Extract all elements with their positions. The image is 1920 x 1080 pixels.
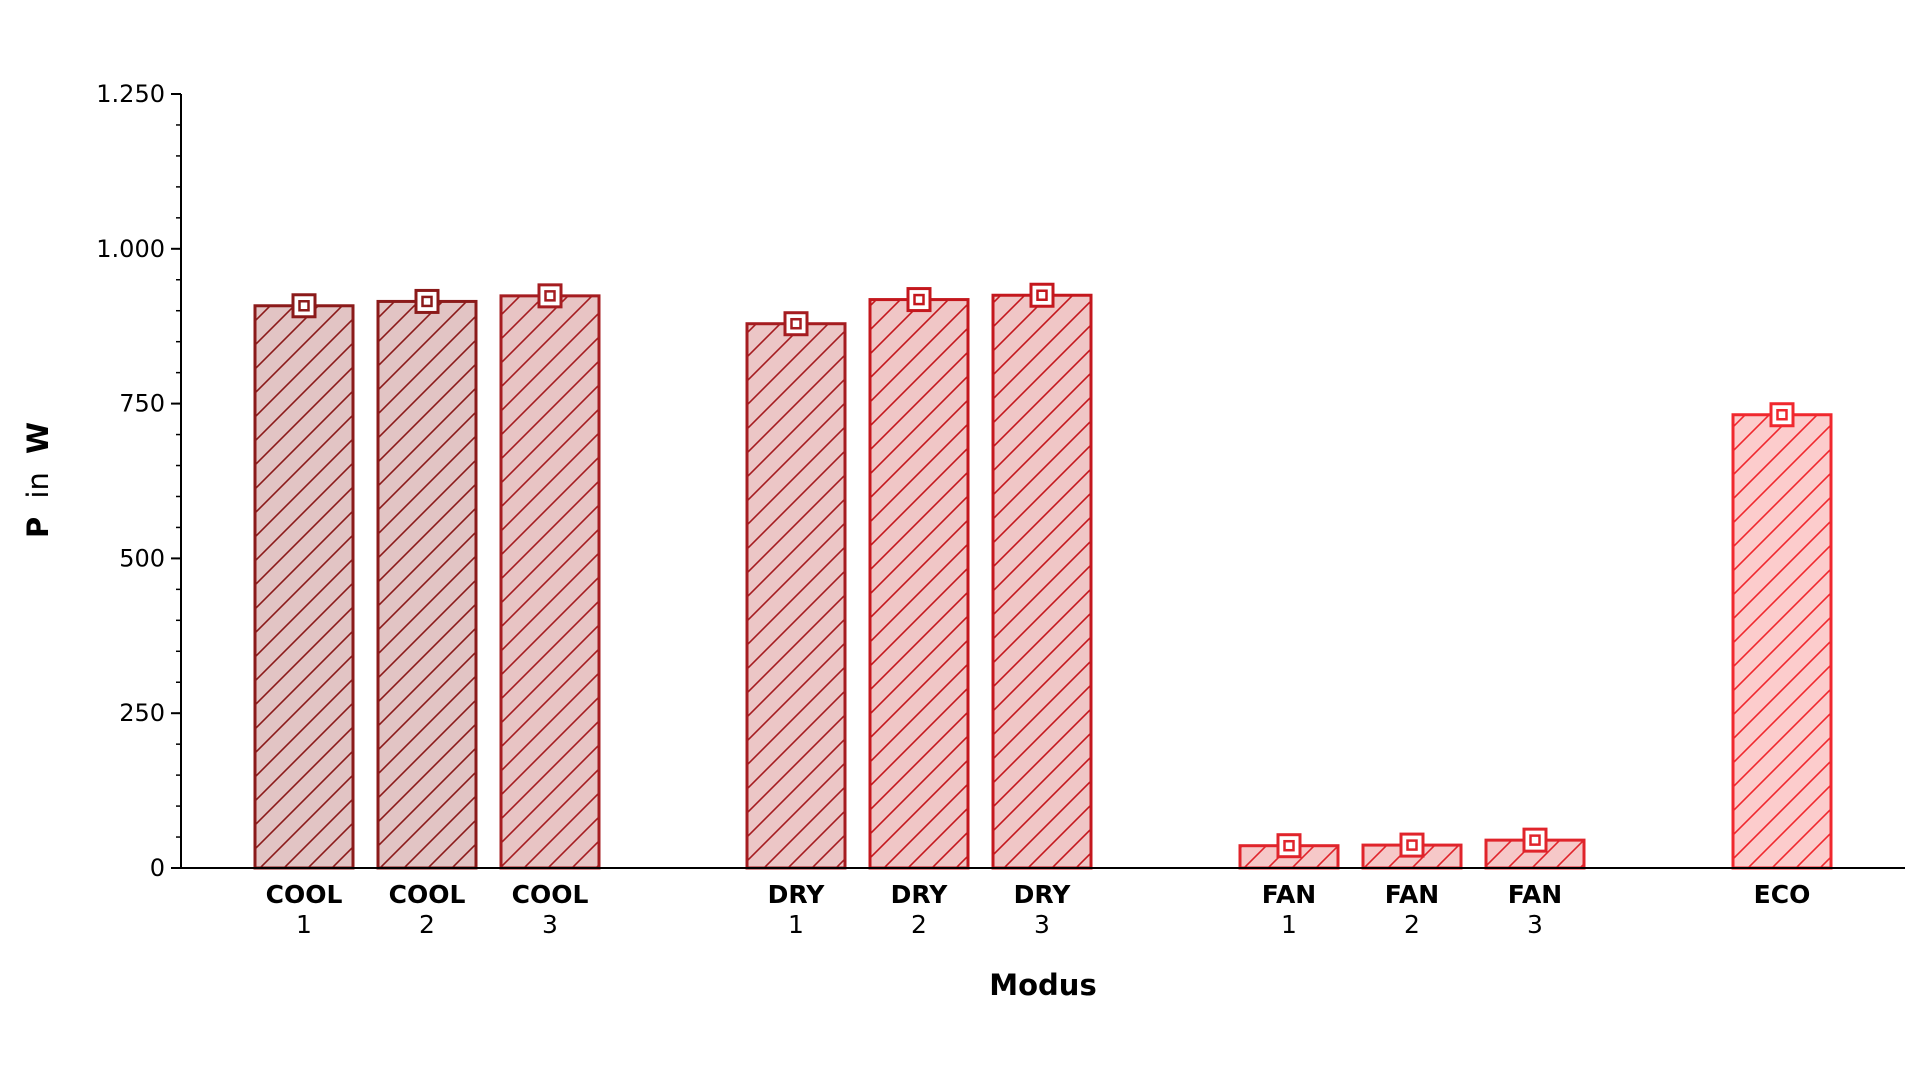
y-tick-label: 250: [119, 699, 165, 727]
bar-cool-1: [253, 304, 355, 870]
x-tick-label-number: 2: [1404, 910, 1420, 939]
y-tick-label: 1.250: [96, 80, 165, 108]
y-axis-title-symbol: P: [21, 517, 55, 538]
x-tick-label-mode: DRY: [891, 880, 949, 909]
y-tick-label: 1.000: [96, 235, 165, 263]
bars-layer: [253, 293, 1833, 870]
bar-eco: [1731, 413, 1833, 870]
bar-cool-3: [499, 294, 601, 870]
x-tick-label-mode: FAN: [1262, 880, 1316, 909]
bar-dry-1: [745, 322, 847, 870]
x-tick-label-number: 3: [1034, 910, 1050, 939]
x-tick-label-number: 1: [296, 910, 312, 939]
value-marker: [783, 311, 809, 337]
y-tick-label: 500: [119, 544, 165, 572]
y-ticks-layer: 0 250 500 750 1.000 1.250: [96, 80, 181, 882]
y-axis-title-unit: W: [21, 422, 55, 454]
x-tick-label-mode: DRY: [1014, 880, 1072, 909]
bar-dry-3: [991, 293, 1093, 870]
value-marker: [1399, 832, 1425, 858]
x-tick-label-mode: COOL: [512, 880, 589, 909]
bar-cool-2: [376, 299, 478, 870]
value-marker: [414, 288, 440, 314]
x-tick-label-mode: FAN: [1508, 880, 1562, 909]
x-tick-label-mode: FAN: [1385, 880, 1439, 909]
y-axis-title: P in W: [21, 422, 55, 538]
markers-layer: [291, 282, 1795, 859]
x-tick-label-number: 3: [542, 910, 558, 939]
x-axis-title: Modus: [989, 968, 1096, 1002]
x-tick-label-mode: COOL: [266, 880, 343, 909]
x-tick-label-number: 1: [788, 910, 804, 939]
value-marker: [1276, 833, 1302, 859]
x-tick-label-number: 2: [911, 910, 927, 939]
x-tick-label-number: 2: [419, 910, 435, 939]
y-tick-label: 0: [150, 854, 165, 882]
value-marker: [906, 287, 932, 313]
value-marker: [537, 283, 563, 309]
x-tick-label-number: 3: [1527, 910, 1543, 939]
x-tick-label-mode: DRY: [768, 880, 826, 909]
value-marker: [291, 293, 317, 319]
value-marker: [1769, 402, 1795, 428]
bar-dry-2: [868, 298, 970, 870]
value-marker: [1522, 827, 1548, 853]
x-tick-label-mode: ECO: [1754, 880, 1811, 909]
y-tick-label: 750: [119, 390, 165, 418]
y-axis-title-in: in: [21, 472, 55, 498]
value-marker: [1029, 282, 1055, 308]
x-tick-labels-layer: COOL1COOL2COOL3DRY1DRY2DRY3FAN1FAN2FAN3E…: [266, 880, 1811, 939]
x-tick-label-number: 1: [1281, 910, 1297, 939]
x-tick-label-mode: COOL: [389, 880, 466, 909]
axes-layer: [180, 94, 1905, 869]
